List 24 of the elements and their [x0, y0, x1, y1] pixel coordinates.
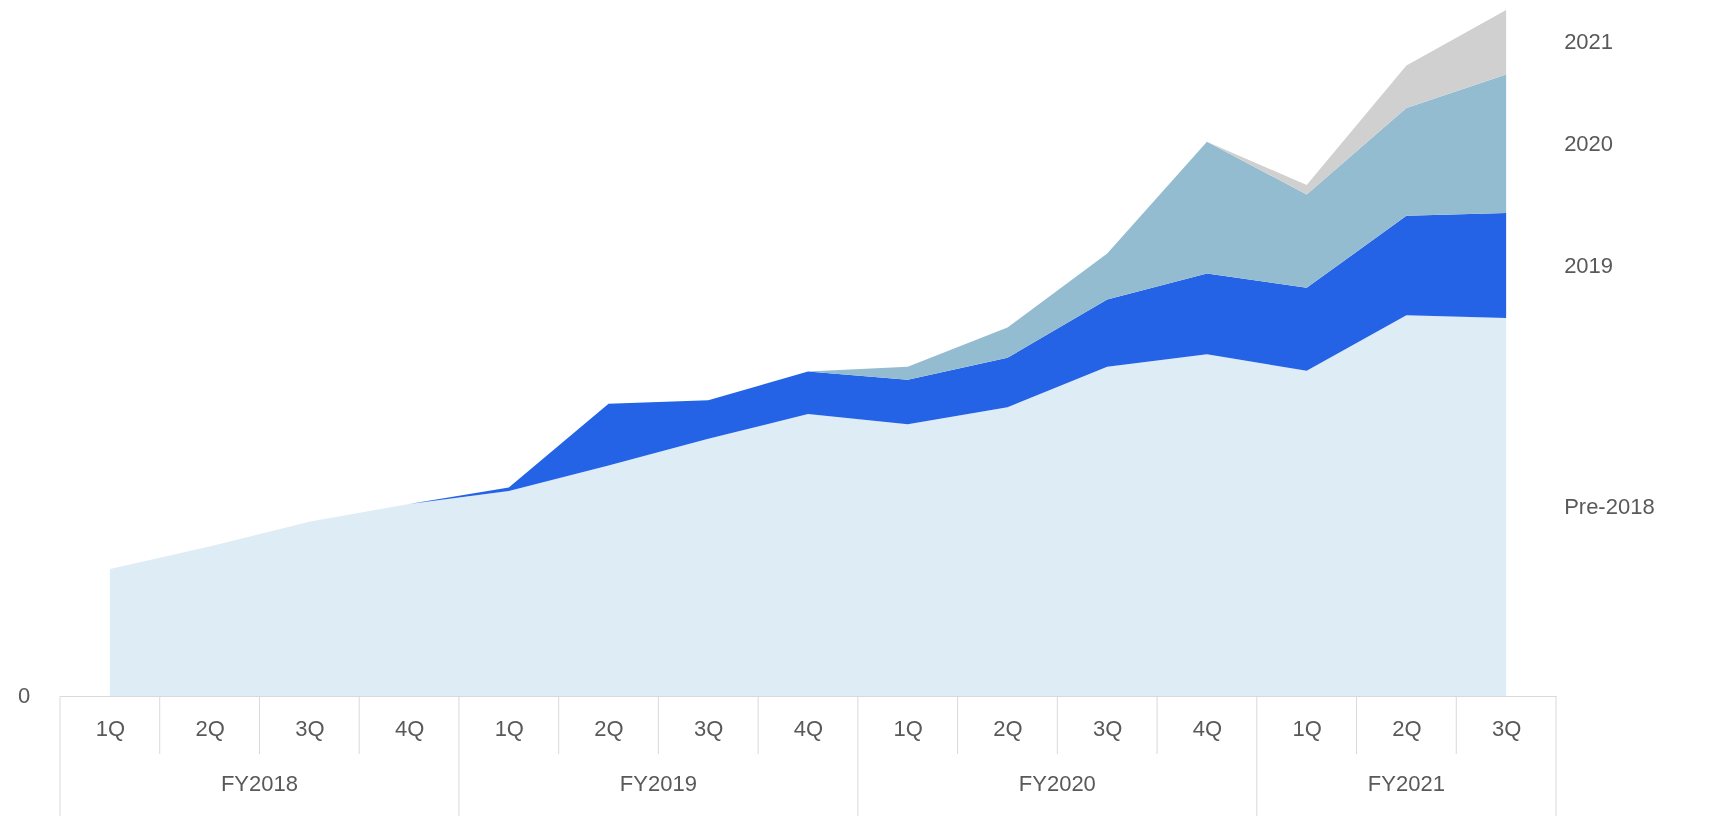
x-tick-label: 1Q: [1292, 715, 1322, 741]
text: FY2021: [1367, 771, 1445, 796]
x-tick-label: 3Q: [1491, 715, 1522, 741]
x-tick-label: 3Q: [295, 715, 325, 741]
x-tick-label: 1Q: [95, 715, 126, 741]
x-tick-label: 2Q: [195, 715, 225, 741]
text: 2019: [1564, 252, 1614, 278]
text: FY2019: [619, 771, 697, 796]
x-tick-label: 4Q: [793, 715, 824, 741]
text: FY2018: [220, 771, 298, 796]
x-tick-label: 1Q: [494, 715, 524, 741]
text: 2020: [1564, 130, 1614, 156]
x-tick-label: 2Q: [594, 715, 624, 741]
x-tick-label: 3Q: [694, 715, 724, 741]
text: 0: [18, 683, 31, 708]
text: FY2020: [1018, 771, 1096, 796]
x-tick-label: 2Q: [993, 715, 1023, 741]
x-tick-label: 3Q: [1093, 715, 1123, 741]
x-tick-label: 4Q: [1192, 715, 1223, 741]
x-tick-label: 1Q: [893, 715, 923, 741]
text: 2021: [1564, 29, 1614, 55]
x-tick-label: 4Q: [394, 715, 425, 741]
x-tick-label: 2Q: [1392, 715, 1422, 741]
text: Pre-2018: [1564, 494, 1655, 520]
